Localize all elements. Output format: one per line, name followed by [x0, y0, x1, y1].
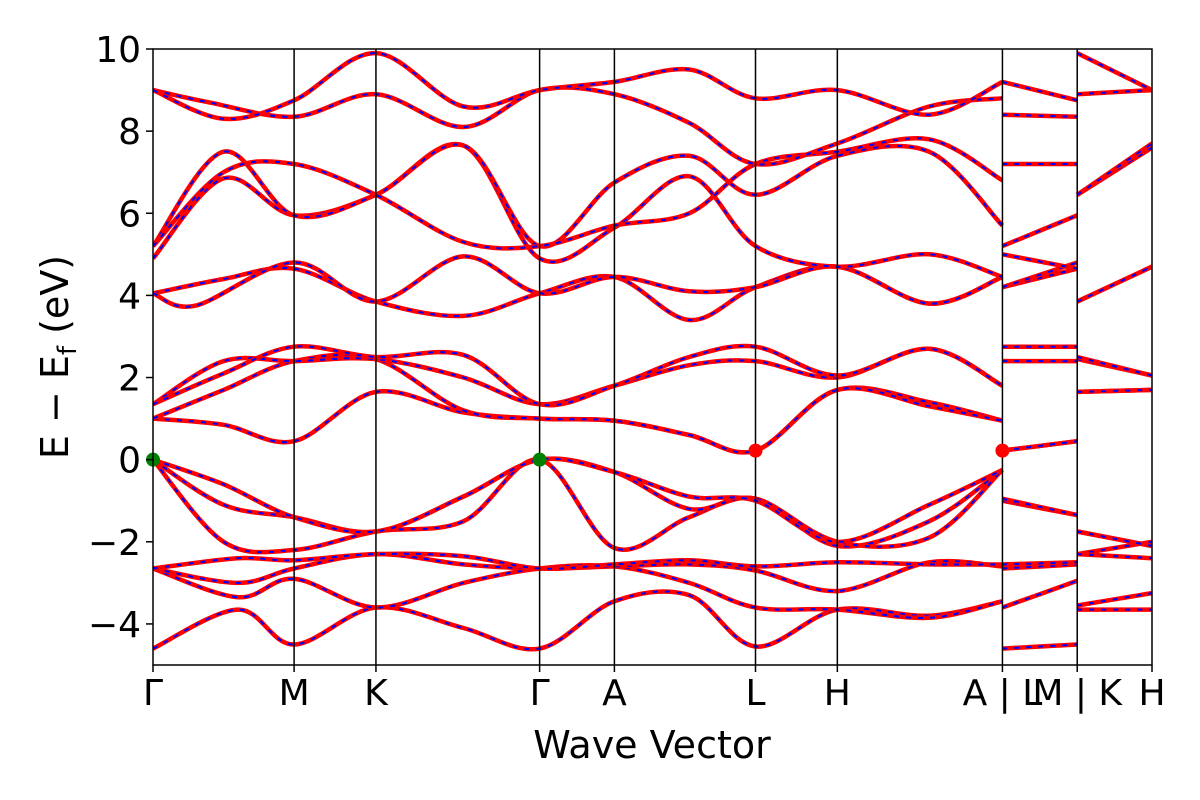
band-line-b11-blue: [153, 345, 1152, 407]
x-axis-label: Wave Vector: [533, 723, 771, 767]
bands-layer: [153, 50, 1152, 652]
band-line-b16-blue: [153, 137, 1152, 250]
y-tick-label-7: 10: [95, 30, 141, 71]
band-line-b2-blue: [153, 564, 1152, 619]
band-line-b18-blue: [153, 52, 1152, 120]
y-tick-label-1: −2: [88, 523, 141, 564]
band-line-b1-blue: [153, 590, 1152, 651]
x-tick-label-9: H: [1138, 673, 1165, 714]
x-tick-label-6: H: [824, 673, 851, 714]
x-tick-label-1: M: [279, 673, 310, 714]
x-tick-label-5: L: [745, 673, 765, 714]
y-axis-label-main: E − E: [33, 355, 77, 459]
y-tick-label-3: 2: [118, 359, 141, 400]
band-line-b15-blue: [153, 143, 1152, 248]
x-tick-label-7: A | L: [963, 673, 1043, 714]
y-tick-label-6: 8: [118, 112, 141, 153]
plot-frame: [152, 48, 1153, 666]
x-tick-label-2: K: [364, 673, 389, 714]
band-line-b17-blue: [153, 86, 1152, 166]
x-tick-label-3: Γ: [530, 673, 550, 714]
y-axis-label-unit: (eV): [33, 255, 77, 346]
band-line-b7-blue: [153, 457, 1152, 547]
band-line-b4-blue: [153, 552, 1152, 570]
x-tick-label-8: M | K: [1032, 673, 1123, 714]
x-tick-label-0: Γ: [143, 673, 163, 714]
y-axis-ticks: −4 −2 0 2 4 6 8 10: [88, 30, 153, 646]
y-axis-label: E − Ef (eV): [33, 255, 83, 459]
x-tick-label-4: A: [602, 673, 627, 714]
y-tick-label-0: −4: [88, 605, 141, 646]
high-symmetry-lines: [293, 49, 1078, 665]
x-axis-ticks: Γ M K Γ A L H A | LM | K H: [143, 665, 1166, 714]
vbm-marker-1: [532, 452, 547, 467]
y-tick-label-2: 0: [118, 441, 141, 482]
cbm-marker-3: [995, 443, 1010, 458]
y-axis-label-subscript: f: [53, 345, 83, 355]
y-tick-label-5: 6: [118, 194, 141, 235]
cbm-marker-2: [748, 443, 763, 458]
y-tick-label-4: 4: [118, 276, 141, 317]
band-line-b13-blue: [153, 255, 1152, 308]
